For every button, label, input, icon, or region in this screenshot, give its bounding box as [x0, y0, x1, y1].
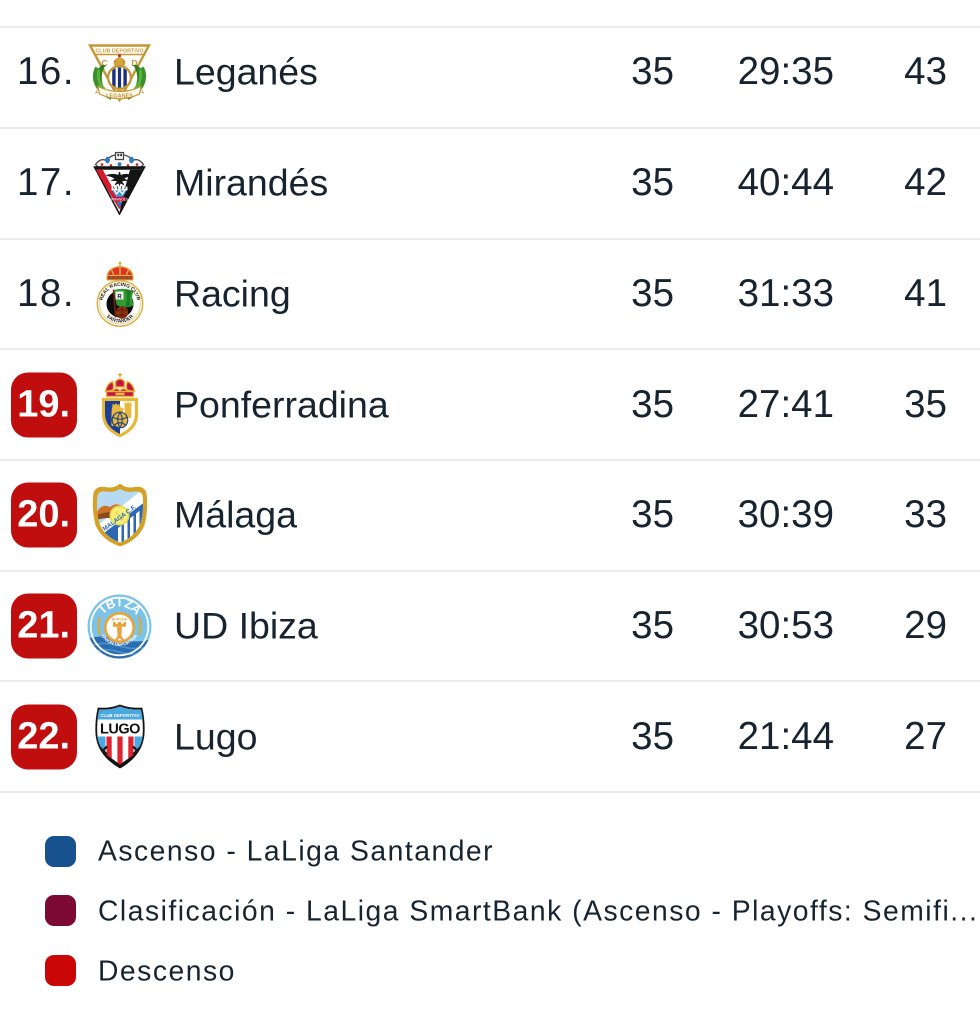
svg-text:LUGO: LUGO [100, 722, 140, 738]
svg-text:CLUB DEPORTIVO: CLUB DEPORTIVO [95, 49, 143, 55]
svg-text:MIRANDÉS: MIRANDÉS [111, 197, 128, 202]
svg-text:I: I [118, 595, 121, 609]
svg-text:EIVISSA: EIVISSA [112, 616, 128, 621]
svg-text:D: D [131, 58, 137, 68]
svg-text:R: R [117, 294, 122, 300]
svg-text:C: C [101, 58, 107, 68]
svg-text:CLUB DEPORTIVO: CLUB DEPORTIVO [100, 713, 140, 718]
svg-text:LEGANÉS: LEGANÉS [106, 92, 133, 100]
